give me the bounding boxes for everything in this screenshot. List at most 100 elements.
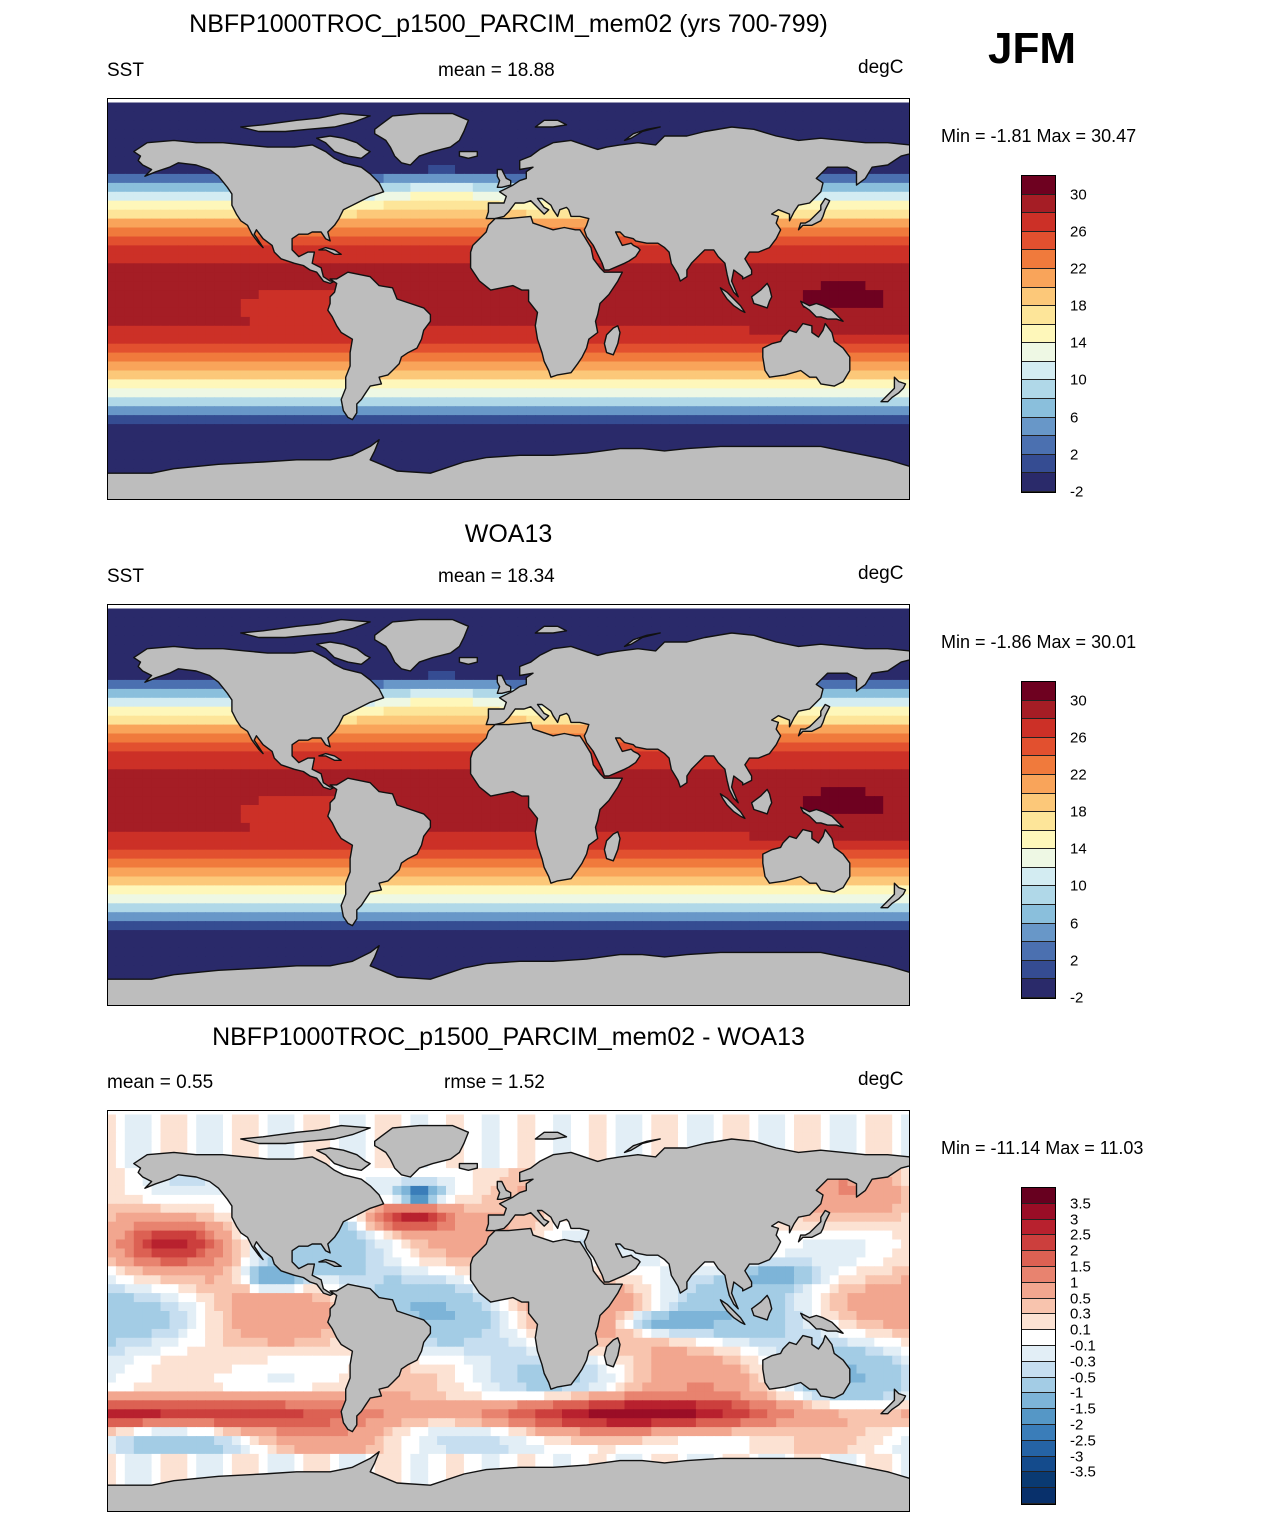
land-madagascar [603, 1337, 621, 1368]
land-british-isles [496, 674, 512, 694]
land-south-america [327, 1283, 432, 1433]
colorbar-swatch [1022, 737, 1055, 757]
colorbar-tick-label: 2.5 [1070, 1226, 1091, 1244]
colorbar-swatch [1022, 1330, 1055, 1346]
landmasses [107, 1124, 910, 1512]
colorbar-tick-label: -2 [1070, 483, 1084, 501]
colorbar-swatch [1022, 1267, 1055, 1283]
colorbar-swatch [1022, 1361, 1055, 1378]
colorbar-swatch [1022, 849, 1055, 868]
colorbar-swatch [1022, 1282, 1055, 1299]
colorbar-tick-label: -0.3 [1070, 1353, 1096, 1371]
colorbar-swatch [1022, 343, 1055, 362]
colorbar-swatch [1022, 1251, 1055, 1267]
land-south-america [327, 777, 432, 927]
land-borneo [750, 788, 773, 815]
land-antarctica [107, 439, 910, 500]
panel-1-colorbar: 30 26 22 18 14 10 6 2 -2 [1021, 175, 1087, 501]
colorbar-tick-label: 14 [1070, 840, 1087, 858]
colorbar-swatch [1022, 756, 1055, 775]
land-svalbard [534, 1131, 568, 1140]
land-svalbard [534, 119, 568, 128]
land-svalbard [534, 625, 568, 634]
colorbar-tick-label: -3.5 [1070, 1463, 1096, 1481]
colorbar-tick-label: 0.1 [1070, 1321, 1091, 1339]
panel-3-units-label: degC [858, 1069, 904, 1090]
colorbar-tick-label: 0.5 [1070, 1290, 1091, 1308]
land-greenland [374, 618, 470, 672]
colorbar-swatch [1022, 454, 1055, 474]
colorbar-swatch [1022, 719, 1055, 738]
colorbar-swatch [1022, 1298, 1055, 1315]
colorbar-tick-label: 26 [1070, 729, 1087, 747]
colorbar-tick-label: 30 [1070, 692, 1087, 710]
panel-1-left-label: SST [107, 60, 144, 81]
panel-3-minmax: Min = -11.14 Max = 11.03 [941, 1138, 1144, 1158]
colorbar-tick-label: -0.5 [1070, 1369, 1096, 1387]
colorbar-tick-label: 2 [1070, 446, 1079, 464]
land-australia [762, 322, 851, 387]
colorbar-swatch [1022, 812, 1055, 831]
land-sumatra [719, 1299, 746, 1326]
land-eurasia [485, 632, 910, 804]
panel-1-map [107, 98, 910, 500]
land-japan [797, 1209, 831, 1243]
land-antarctica [107, 945, 910, 1006]
land-africa [469, 721, 623, 884]
colorbar-tick-label: 10 [1070, 371, 1087, 389]
colorbar-tick-label: 18 [1070, 297, 1087, 315]
colorbar-swatch [1022, 361, 1055, 381]
colorbar-tick-label: 22 [1070, 766, 1087, 784]
land-africa [469, 1227, 623, 1390]
land-madagascar [603, 325, 621, 356]
land-british-isles [496, 168, 512, 188]
colorbar-swatch [1022, 1235, 1055, 1252]
panel-3-mean-label: mean = 0.55 [107, 1072, 214, 1093]
colorbar-tick-label: 2 [1070, 1242, 1079, 1260]
map-canvas [107, 1110, 910, 1512]
land-novaya-zemlya [623, 1138, 661, 1154]
colorbar-swatch [1022, 231, 1055, 251]
panel-1-mean-label: mean = 18.88 [438, 60, 555, 81]
colorbar-tick-label: 18 [1070, 803, 1087, 821]
land-cuba [318, 246, 342, 255]
colorbar-swatch [1022, 830, 1055, 850]
panel-2-colorbar: 30 26 22 18 14 10 6 2 -2 [1021, 681, 1087, 1007]
land-borneo [750, 1294, 773, 1321]
colorbar-tick-label: -2.5 [1070, 1432, 1096, 1450]
colorbar-swatch [1022, 1472, 1055, 1489]
land-baffin [316, 641, 371, 665]
land-new-zealand [880, 1388, 907, 1415]
land-eurasia [485, 1138, 910, 1310]
colorbar-tick-label: 26 [1070, 223, 1087, 241]
land-new-zealand [880, 376, 907, 403]
colorbar-swatch [1022, 1377, 1055, 1394]
colorbar-swatch [1022, 176, 1055, 195]
colorbar-tick-label: 1 [1070, 1274, 1079, 1292]
landmasses [107, 618, 910, 1006]
colorbar-swatch [1022, 960, 1055, 980]
colorbar-swatch [1022, 979, 1055, 998]
colorbar-swatch [1022, 436, 1055, 455]
colorbar-tick-label: -2 [1070, 989, 1084, 1007]
land-novaya-zemlya [623, 126, 661, 142]
colorbar-swatch [1022, 905, 1055, 924]
land-new-guinea [800, 1312, 844, 1334]
colorbar-swatch [1022, 1203, 1055, 1220]
panel-2-map [107, 604, 910, 1006]
colorbar-tick-label: 14 [1070, 334, 1087, 352]
land-greenland [374, 112, 470, 166]
land-japan [797, 703, 831, 737]
colorbar-swatch [1022, 774, 1055, 794]
land-north-america [133, 645, 385, 791]
colorbar-swatch [1022, 213, 1055, 232]
colorbar-swatch [1022, 473, 1055, 492]
colorbar-swatch [1022, 867, 1055, 887]
land-baffin [316, 135, 371, 159]
map-canvas [107, 604, 910, 1006]
panel-3-colorbar: 3.5 3 2.5 2 1.5 1 0.5 0.3 0.1 -0.1 -0.3 -0.5 -1 -1.5-… [1021, 1187, 1096, 1505]
colorbar-swatch [1022, 417, 1055, 437]
panel-1-units-label: degC [858, 57, 904, 78]
land-cuba [318, 752, 342, 761]
land-japan [797, 197, 831, 231]
